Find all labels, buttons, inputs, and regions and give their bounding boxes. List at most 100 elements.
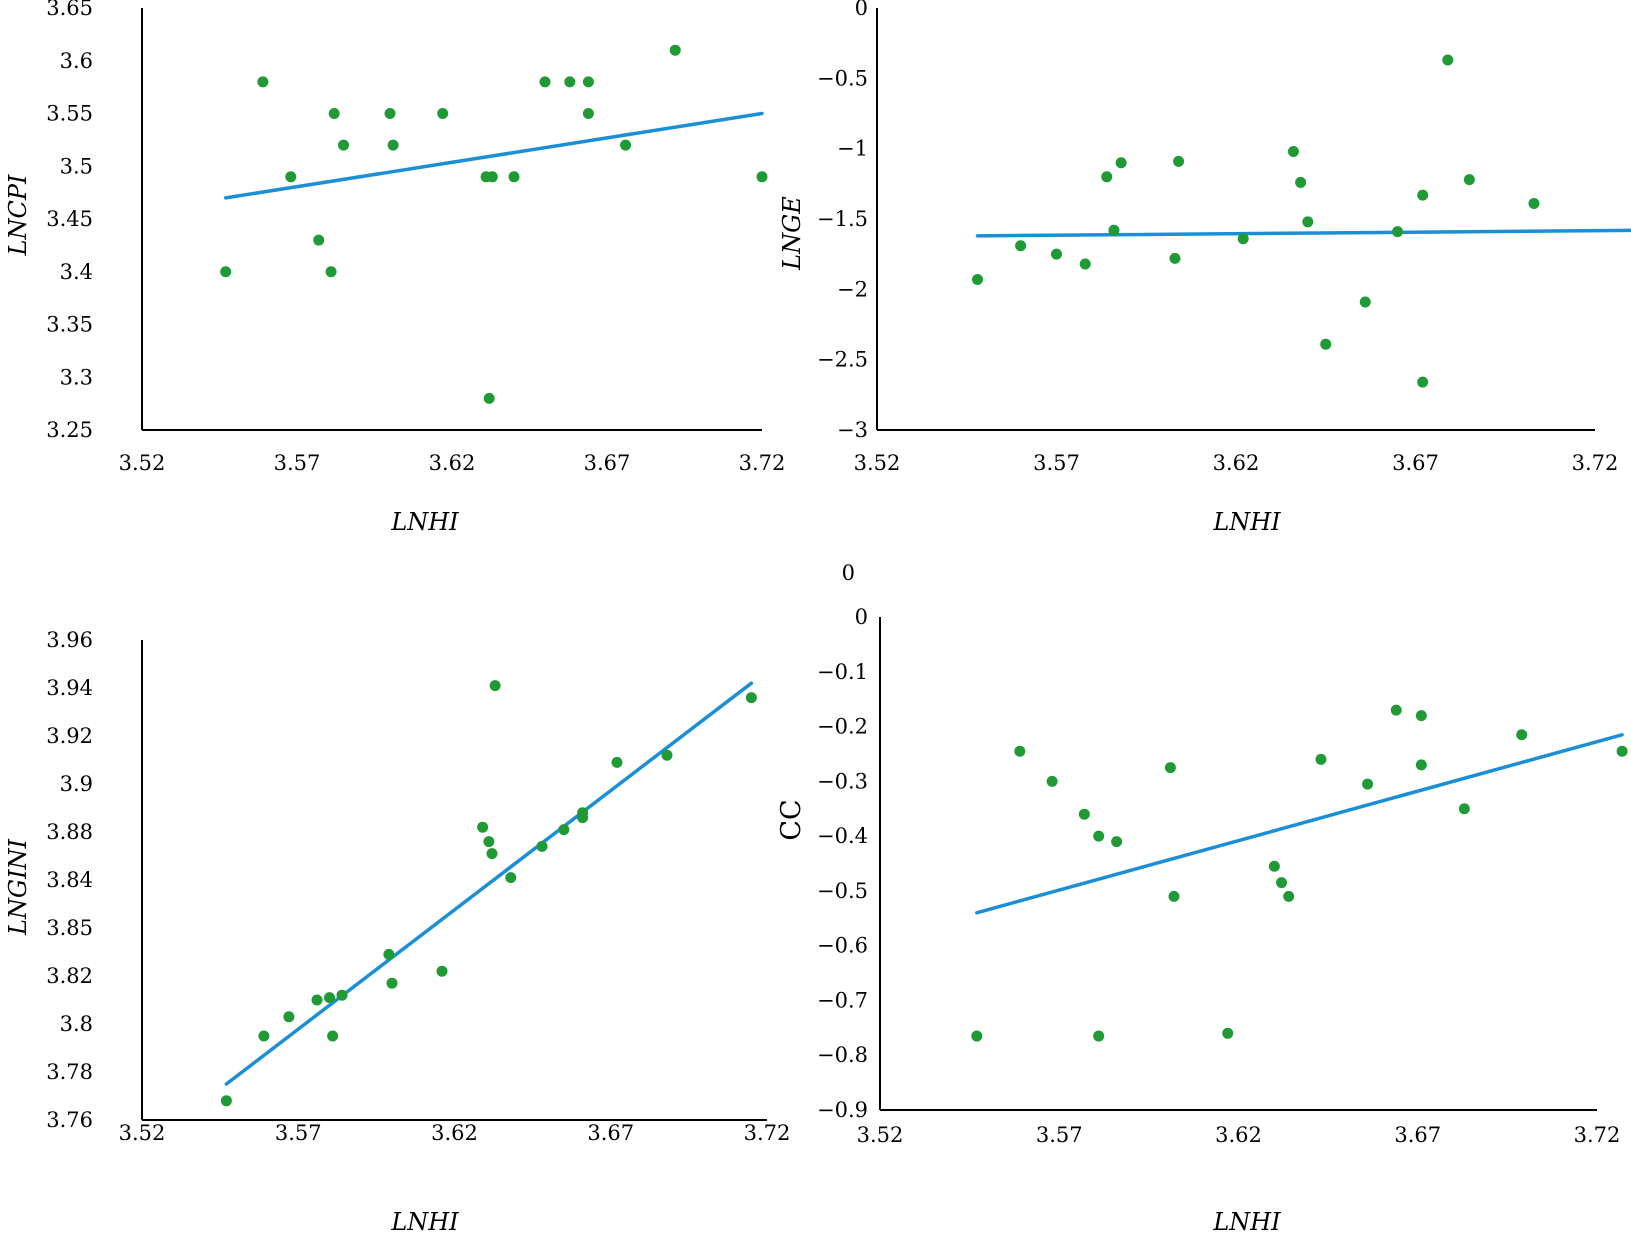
data-point	[1173, 155, 1185, 167]
data-point	[1516, 729, 1528, 741]
x-tick-label: 3.67	[584, 451, 631, 475]
data-point	[669, 44, 681, 56]
panel-cc-ylabel: CC	[776, 799, 807, 840]
data-point	[1164, 762, 1176, 774]
panel-cc: CC LNHI −0.9 −0.8 −0.7 −0.6 −0.5 −0.4 −0.3 −0.2…	[776, 561, 1628, 1235]
data-point	[1111, 836, 1123, 848]
data-point	[1015, 240, 1027, 252]
y-tick-label: 3.96	[46, 628, 93, 652]
panel-lngini: LNGINI LNHI 3.76 3.78 3.8 3.82 3.85 3.84 3.88 3…	[4, 628, 790, 1235]
panel-lnge-ylabel: LNGE	[778, 196, 806, 271]
y-tick-label: 0	[855, 0, 868, 20]
data-point	[1051, 248, 1062, 260]
data-point	[536, 840, 548, 852]
data-point	[1458, 803, 1470, 815]
data-point	[336, 989, 348, 1001]
data-point	[1320, 338, 1332, 350]
y-tick-label: 3.9	[60, 772, 93, 796]
data-point	[1415, 759, 1427, 771]
y-tick-label: −3	[837, 418, 868, 442]
data-point	[1359, 296, 1371, 308]
data-point	[1222, 1027, 1234, 1039]
data-point	[324, 992, 335, 1004]
y-tick-label: 3.92	[46, 724, 93, 748]
x-tick-label: 3.52	[857, 1123, 904, 1147]
panel-lncpi-xlabel: LNHI	[390, 508, 459, 536]
data-point	[328, 108, 340, 119]
data-point	[437, 108, 449, 119]
data-point	[311, 994, 323, 1006]
data-point	[436, 965, 448, 977]
x-tick-label: 3.52	[119, 451, 166, 475]
data-point	[1079, 258, 1091, 270]
data-point	[582, 76, 594, 88]
data-point	[1014, 745, 1026, 757]
panel-lnge: LNGE LNHI −3 −2.5 −2 −1.5 −1 −0.5 0 3.52 3.57 3.6…	[778, 0, 1631, 536]
y-tick-label: −1.5	[817, 207, 868, 231]
y-tick-label: −0.9	[817, 1098, 868, 1122]
y-tick-label: −0.7	[817, 988, 868, 1012]
data-point	[386, 977, 398, 989]
data-point	[258, 1030, 270, 1042]
y-tick-label: 3.88	[46, 820, 93, 844]
y-tick-label: 0	[855, 605, 868, 629]
y-tick-label: −1	[837, 137, 868, 161]
panel-lncpi-ylabel: LNCPI	[4, 174, 32, 256]
x-tick-label: 3.72	[1574, 1123, 1621, 1147]
data-point	[1101, 171, 1113, 183]
y-tick-label: 3.25	[46, 418, 93, 442]
x-tick-label: 3.52	[119, 1121, 166, 1145]
data-point	[972, 273, 984, 285]
data-point	[285, 171, 297, 183]
data-point	[1237, 233, 1249, 245]
data-point	[1302, 216, 1314, 228]
data-point	[1528, 198, 1540, 210]
data-point	[1093, 830, 1105, 842]
data-point	[313, 234, 325, 246]
data-point	[220, 266, 232, 278]
y-tick-label: 3.3	[60, 365, 93, 389]
data-point	[1463, 174, 1475, 186]
x-tick-label: 3.52	[854, 451, 901, 475]
data-point	[489, 680, 501, 692]
data-point	[327, 1030, 339, 1042]
y-tick-label: −0.3	[817, 769, 868, 793]
y-tick-label: 3.82	[46, 964, 93, 988]
data-point	[257, 76, 269, 88]
data-point	[1046, 775, 1058, 787]
y-tick-label: −0.6	[817, 934, 868, 958]
x-tick-label: 3.62	[431, 1121, 478, 1145]
y-tick-label: −0.5	[817, 879, 868, 903]
x-tick-label: 3.72	[744, 1121, 791, 1145]
data-point	[661, 749, 673, 761]
y-tick-label: 3.84	[46, 868, 93, 892]
data-point	[620, 139, 632, 151]
x-tick-label: 3.57	[274, 451, 321, 475]
fit-line	[975, 228, 1631, 238]
fit-line	[223, 111, 764, 200]
data-point	[611, 756, 623, 768]
data-point	[1392, 226, 1404, 238]
data-point	[505, 872, 517, 884]
data-point	[1115, 157, 1127, 169]
data-point	[1315, 753, 1327, 765]
y-tick-label: 3.65	[46, 0, 93, 20]
y-tick-label: −0.4	[817, 824, 868, 848]
x-tick-label: 3.62	[1213, 451, 1260, 475]
data-point	[1078, 808, 1090, 820]
data-point	[1268, 860, 1280, 872]
panel-lngini-xlabel: LNHI	[390, 1208, 459, 1235]
y-tick-label: 3.8	[60, 1012, 93, 1036]
x-tick-label: 3.62	[1215, 1123, 1262, 1147]
data-point	[383, 948, 395, 960]
y-tick-label: 3.6	[60, 49, 93, 73]
data-point	[283, 1011, 295, 1023]
data-point	[1417, 189, 1429, 201]
fit-line	[224, 681, 754, 1086]
y-tick-label: 3.35	[46, 313, 93, 337]
data-point	[1417, 376, 1429, 388]
y-tick-label: 3.76	[46, 1108, 93, 1132]
data-point	[1616, 745, 1628, 757]
data-point	[1295, 176, 1307, 188]
